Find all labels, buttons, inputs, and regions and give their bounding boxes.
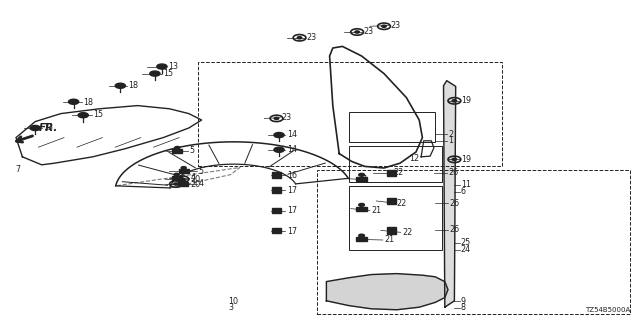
Text: 1: 1 — [448, 136, 453, 145]
Text: 14: 14 — [287, 145, 297, 154]
Text: 13: 13 — [168, 62, 178, 71]
Bar — [349, 146, 442, 182]
Text: 14: 14 — [287, 130, 297, 139]
Bar — [172, 149, 182, 153]
Circle shape — [381, 25, 387, 28]
Bar — [273, 172, 280, 178]
Bar — [356, 237, 367, 241]
Text: 15: 15 — [93, 110, 103, 119]
Bar — [349, 186, 442, 250]
Text: TZ54B5000A: TZ54B5000A — [585, 308, 630, 313]
Circle shape — [274, 132, 284, 138]
Circle shape — [30, 125, 40, 131]
Text: 12: 12 — [410, 154, 420, 163]
Text: 23: 23 — [390, 21, 401, 30]
Bar — [273, 228, 280, 233]
Bar — [387, 227, 396, 234]
Text: 26: 26 — [448, 168, 458, 177]
Bar — [273, 208, 280, 213]
Text: 23: 23 — [364, 28, 374, 36]
Text: 21: 21 — [371, 206, 381, 215]
Bar — [387, 170, 396, 176]
Circle shape — [180, 180, 186, 182]
Text: 10: 10 — [228, 297, 239, 306]
Text: 22: 22 — [397, 199, 407, 208]
Text: 16: 16 — [287, 171, 297, 180]
Circle shape — [181, 167, 186, 169]
Circle shape — [274, 147, 284, 152]
Text: 6: 6 — [461, 188, 466, 196]
Text: 5: 5 — [198, 167, 204, 176]
Circle shape — [174, 173, 179, 176]
Text: 18: 18 — [83, 98, 93, 107]
Bar — [317, 170, 630, 314]
Text: 19: 19 — [461, 96, 471, 105]
Text: 15: 15 — [163, 69, 173, 78]
Bar — [179, 169, 189, 173]
Text: 8: 8 — [461, 303, 466, 312]
Text: 26: 26 — [449, 199, 460, 208]
Text: FR.: FR. — [38, 124, 58, 133]
Circle shape — [355, 31, 360, 33]
Circle shape — [358, 234, 365, 237]
Text: 9: 9 — [461, 297, 466, 306]
Text: 18: 18 — [128, 81, 138, 90]
Text: 17: 17 — [287, 186, 297, 195]
Text: 26: 26 — [449, 225, 460, 234]
Text: 2: 2 — [448, 130, 453, 139]
Bar — [198, 62, 502, 166]
Text: 4: 4 — [191, 173, 196, 182]
Text: 11: 11 — [461, 180, 471, 189]
Circle shape — [358, 173, 365, 176]
Text: 25: 25 — [461, 238, 471, 247]
Circle shape — [157, 64, 167, 69]
Bar — [349, 112, 435, 142]
Text: 20: 20 — [191, 175, 201, 184]
Circle shape — [275, 117, 279, 119]
Circle shape — [150, 71, 160, 76]
Text: 23: 23 — [306, 33, 316, 42]
Circle shape — [452, 158, 457, 161]
Bar — [356, 207, 367, 211]
Bar — [172, 176, 182, 180]
Text: 4: 4 — [198, 180, 204, 188]
Circle shape — [358, 204, 365, 206]
Polygon shape — [326, 274, 448, 310]
Text: 24: 24 — [461, 245, 471, 254]
Text: 17: 17 — [287, 227, 297, 236]
Bar — [356, 177, 367, 180]
Text: 22: 22 — [394, 168, 404, 177]
Text: 22: 22 — [402, 228, 412, 237]
Circle shape — [297, 36, 302, 39]
Bar — [273, 187, 280, 193]
Text: 5: 5 — [189, 146, 195, 155]
Text: 17: 17 — [287, 206, 297, 215]
Circle shape — [452, 100, 457, 102]
Circle shape — [175, 147, 180, 149]
Text: 3: 3 — [228, 303, 234, 312]
Bar — [178, 182, 188, 186]
Text: 13: 13 — [44, 123, 54, 132]
Text: 7: 7 — [15, 165, 20, 174]
Bar — [387, 198, 396, 204]
Text: 21: 21 — [384, 236, 394, 244]
Text: 23: 23 — [282, 113, 292, 122]
Circle shape — [78, 113, 88, 118]
Text: 20: 20 — [191, 180, 201, 189]
Circle shape — [68, 99, 79, 104]
Circle shape — [115, 83, 125, 88]
Polygon shape — [444, 81, 456, 307]
Circle shape — [174, 183, 178, 185]
Text: 19: 19 — [461, 155, 471, 164]
Text: 21: 21 — [358, 175, 369, 184]
Circle shape — [180, 178, 184, 180]
